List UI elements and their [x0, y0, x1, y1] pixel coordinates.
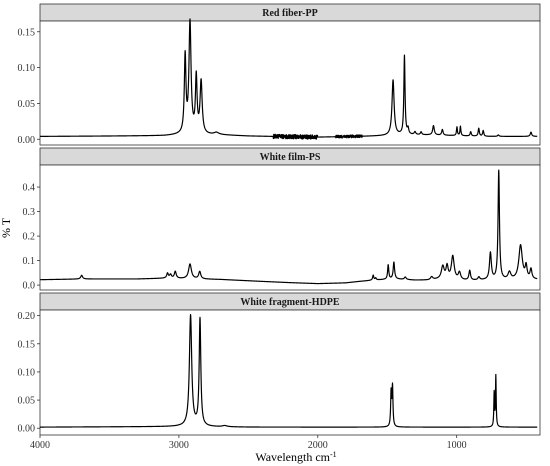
x-axis-title: Wavelength cm-1 [255, 450, 336, 464]
y-axis-title: % T [0, 217, 13, 238]
y-tick-label: 0.15 [18, 339, 36, 350]
x-tick-label: 1000 [447, 440, 467, 451]
x-tick-label: 4000 [30, 440, 50, 451]
y-tick-label: 0.00 [18, 424, 36, 435]
y-tick-label: 0.05 [18, 99, 36, 110]
y-tick-label: 0.3 [23, 207, 36, 218]
x-axis: 4000 3000 2000 1000 [30, 435, 467, 451]
panel-frame [39, 164, 541, 291]
panel-1: Red fiber-PP 0.00 0.05 0.10 0.15 [18, 3, 541, 146]
y-tick-label: 0.10 [18, 367, 36, 378]
y-tick-label: 0.20 [18, 311, 36, 322]
spectrum-line [39, 18, 538, 140]
x-tick-label: 3000 [169, 440, 189, 451]
panel-title: White fragment-HDPE [240, 297, 339, 308]
panel-frame [39, 309, 541, 436]
x-axis-title-superscript: -1 [330, 450, 337, 459]
panel-2: White film-PS 0.0 0.1 0.2 0.3 0.4 [23, 147, 541, 292]
y-tick-label: 0.1 [23, 256, 36, 267]
panel-title: White film-PS [260, 152, 321, 163]
x-axis-title-text: Wavelength cm [255, 450, 330, 464]
chart-panels: Red fiber-PP 0.00 0.05 0.10 0.15 White film-P… [18, 3, 541, 436]
panel-frame [39, 20, 541, 146]
y-tick-label: 0.05 [18, 396, 36, 407]
y-tick-label: 0.00 [18, 135, 36, 146]
panel-3: White fragment-HDPE 0.00 0.05 0.10 0.15 0.20 [18, 292, 541, 436]
y-tick-label: 0.0 [23, 281, 36, 292]
spectrum-line [39, 169, 538, 285]
y-tick-label: 0.4 [23, 183, 36, 194]
panel-title: Red fiber-PP [262, 8, 317, 19]
y-tick-label: 0.2 [23, 232, 36, 243]
y-tick-label: 0.15 [18, 27, 36, 38]
x-tick-label: 2000 [308, 440, 328, 451]
spectrum-line [39, 314, 538, 428]
y-tick-label: 0.10 [18, 63, 36, 74]
